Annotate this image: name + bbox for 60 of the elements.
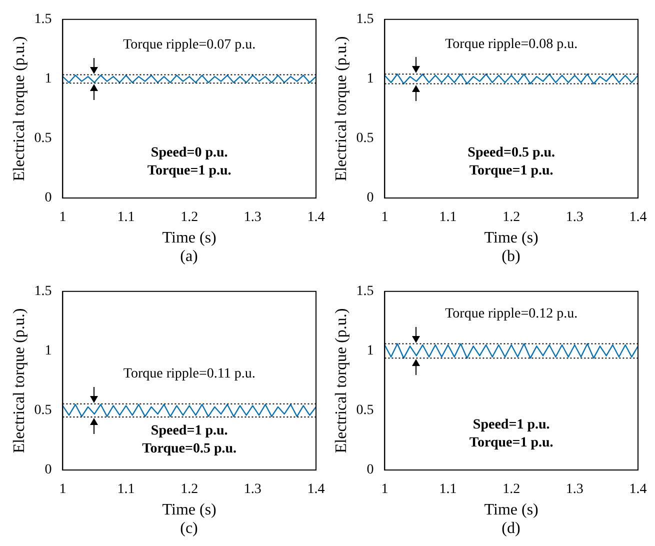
y-axis-title: Electrical torque (p.u.) xyxy=(332,308,350,454)
x-tick-label: 1.1 xyxy=(117,482,135,498)
x-axis-title: Time (s) xyxy=(484,502,538,519)
x-tick-label: 1.1 xyxy=(439,482,457,498)
y-tick-label: 0.5 xyxy=(356,131,374,146)
x-tick-label: 1.2 xyxy=(502,482,520,498)
y-tick-label: 0 xyxy=(44,462,52,478)
annotation: Speed=0.5 p.u. xyxy=(468,146,556,161)
y-tick-label: 1.5 xyxy=(34,12,52,28)
x-tick-label: 1.4 xyxy=(629,210,647,226)
x-tick-label: 1.4 xyxy=(307,210,325,226)
y-tick-label: 1.5 xyxy=(356,284,374,300)
text: (d) xyxy=(500,520,522,538)
x-tick-label: 1 xyxy=(381,210,388,226)
y-tick-label: 0.5 xyxy=(34,403,52,418)
x-tick-label: 1 xyxy=(59,210,66,226)
y-tick-label: 1.5 xyxy=(34,284,52,300)
x-tick-label: 1.1 xyxy=(117,210,135,226)
x-tick-label: 1.3 xyxy=(244,210,262,226)
x-tick-label: 1 xyxy=(381,482,388,498)
annotation: Torque=0.5 p.u. xyxy=(142,442,237,457)
annotation: Torque=1 p.u. xyxy=(469,164,554,179)
annotation: Torque ripple=0.12 p.u. xyxy=(445,306,578,322)
y-tick-label: 1 xyxy=(44,344,52,359)
x-tick-label: 1.2 xyxy=(180,210,198,226)
y-tick-label: 1 xyxy=(366,344,374,359)
annotation: Speed=1 p.u. xyxy=(472,418,550,433)
y-tick-label: 0 xyxy=(44,190,52,206)
annotation: Speed=1 p.u. xyxy=(150,424,228,439)
y-axis-title: Electrical torque (p.u.) xyxy=(10,308,28,454)
y-tick-label: 0 xyxy=(366,190,374,206)
annotation: Torque ripple=0.07 p.u. xyxy=(123,37,256,52)
annotation: Torque=1 p.u. xyxy=(147,164,232,179)
annotation: Torque ripple=0.08 p.u. xyxy=(445,36,578,52)
text: (b) xyxy=(500,248,522,266)
y-axis-title: Electrical torque (p.u.) xyxy=(332,36,350,182)
x-tick-label: 1.4 xyxy=(307,482,325,498)
x-tick-label: 1.2 xyxy=(180,482,198,498)
y-tick-label: 0.5 xyxy=(34,131,52,146)
y-axis-title: Electrical torque (p.u.) xyxy=(10,36,28,182)
annotation: Torque=1 p.u. xyxy=(469,436,554,451)
x-tick-label: 1 xyxy=(59,482,66,498)
x-tick-label: 1.2 xyxy=(502,210,520,226)
y-tick-label: 1 xyxy=(366,72,374,87)
y-tick-label: 0 xyxy=(366,462,374,478)
annotation: Torque ripple=0.11 p.u. xyxy=(123,366,256,382)
x-tick-label: 1.1 xyxy=(439,210,457,226)
x-axis-title: Time (s) xyxy=(484,230,538,247)
x-axis-title: Time (s) xyxy=(162,502,216,519)
x-tick-label: 1.3 xyxy=(244,482,262,498)
x-tick-label: 1.4 xyxy=(629,482,647,498)
y-tick-label: 0.5 xyxy=(356,403,374,418)
text: (a) xyxy=(179,248,199,266)
x-tick-label: 1.3 xyxy=(566,482,584,498)
x-axis-title: Time (s) xyxy=(162,230,216,247)
text: (c) xyxy=(179,520,199,538)
annotation: Speed=0 p.u. xyxy=(150,146,228,161)
y-tick-label: 1.5 xyxy=(356,12,374,28)
y-tick-label: 1 xyxy=(44,72,52,87)
x-tick-label: 1.3 xyxy=(566,210,584,226)
